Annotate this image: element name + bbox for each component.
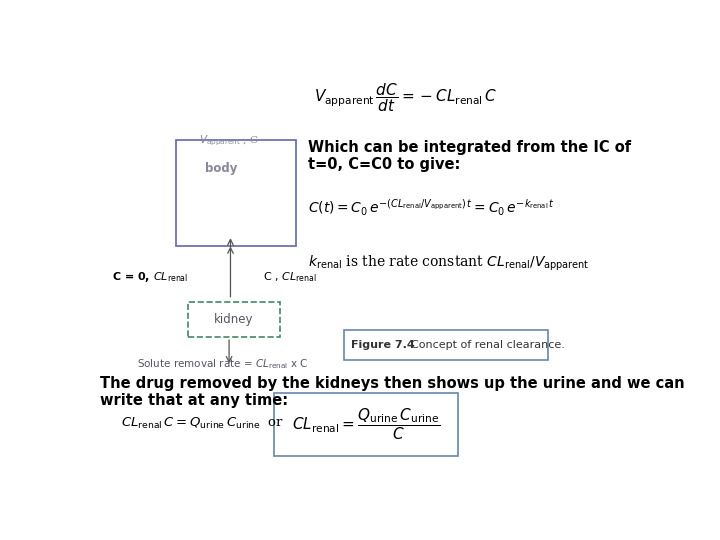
Text: The drug removed by the kidneys then shows up the urine and we can
write that at: The drug removed by the kidneys then sho… [100,376,685,408]
Text: body: body [205,162,238,176]
Text: $V_{\rm apparent}$ , C: $V_{\rm apparent}$ , C [199,133,258,148]
Bar [274,393,458,456]
Bar [188,302,279,337]
Bar [344,330,547,360]
Bar [176,140,297,246]
Text: Figure 7.4: Figure 7.4 [351,340,414,350]
Text: Which can be integrated from the IC of
t=0, C=C0 to give:: Which can be integrated from the IC of t… [307,140,631,172]
Text: C = 0, $CL_{\rm renal}$: C = 0, $CL_{\rm renal}$ [112,270,189,284]
Text: $CL_{\rm renal} = \dfrac{Q_{\rm urine}\,C_{\rm urine}}{C}$: $CL_{\rm renal} = \dfrac{Q_{\rm urine}\,… [292,407,441,442]
Text: Solute removal rate = $CL_{\rm renal}$ x C: Solute removal rate = $CL_{\rm renal}$ x… [138,357,309,372]
Text: C , $CL_{\rm renal}$: C , $CL_{\rm renal}$ [263,270,317,284]
Text: Concept of renal clearance.: Concept of renal clearance. [404,340,564,350]
Text: $C(t) = C_0\,e^{-(CL_{\rm renal}/V_{\rm apparent})\,t} = C_0\,e^{-k_{\rm renal}\: $C(t) = C_0\,e^{-(CL_{\rm renal}/V_{\rm … [307,198,554,218]
Text: $CL_{\rm renal}\,C = Q_{\rm urine}\,C_{\rm urine}$  or: $CL_{\rm renal}\,C = Q_{\rm urine}\,C_{\… [121,416,284,431]
Text: kidney: kidney [215,313,253,326]
Text: $k_{\rm renal}$ is the rate constant $CL_{\rm renal}/\mathit{V}_{\rm apparent}$: $k_{\rm renal}$ is the rate constant $CL… [307,254,589,273]
Text: $V_{\rm apparent}\,\dfrac{dC}{dt} = -CL_{\rm renal}\,C$: $V_{\rm apparent}\,\dfrac{dC}{dt} = -CL_… [313,82,497,114]
